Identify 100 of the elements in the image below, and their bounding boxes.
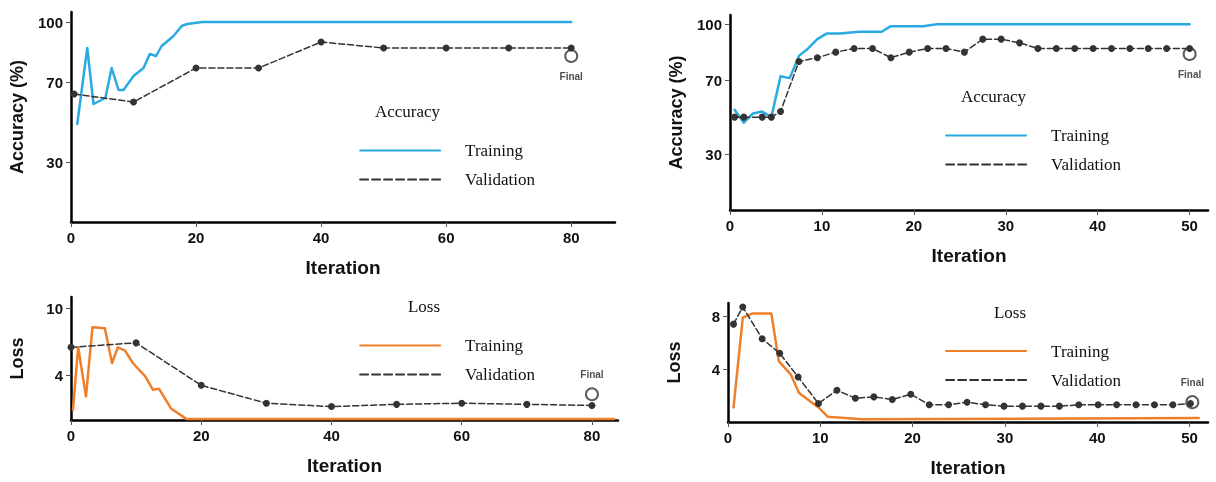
point: [776, 349, 784, 357]
x-axis-title: Iteration: [307, 455, 382, 476]
y-tick-label: 70: [705, 71, 722, 89]
point: [1075, 401, 1083, 409]
annotation: Final: [1177, 68, 1202, 80]
point: [979, 35, 987, 43]
point: [1071, 44, 1079, 52]
point: [1186, 44, 1194, 52]
legend-label: Validation: [1051, 155, 1122, 174]
x-tick-label: 10: [813, 217, 831, 234]
x-tick-label: 50: [1181, 217, 1198, 234]
x-axis-title: Iteration: [305, 257, 381, 278]
x-tick-label: 60: [437, 229, 455, 246]
x-tick-label: 30: [997, 217, 1015, 234]
x-tick-label: 40: [1088, 429, 1106, 446]
point: [255, 64, 263, 72]
x-tick-label: 30: [996, 429, 1014, 446]
y-tick-label: 8: [711, 307, 720, 325]
x-tick-label: 50: [1181, 429, 1198, 446]
point: [1163, 44, 1171, 52]
legend-title: Accuracy: [960, 87, 1027, 106]
point: [1150, 401, 1158, 409]
legend-label: Training: [1051, 341, 1110, 361]
x-tick-label: 20: [187, 229, 205, 246]
point: [982, 401, 990, 409]
point: [1126, 44, 1134, 52]
x-tick-label: 40: [323, 427, 340, 444]
point: [442, 44, 450, 52]
legend-label: Training: [465, 141, 524, 160]
legend-label: Validation: [1051, 370, 1122, 390]
point: [730, 320, 738, 328]
annotation: Final: [559, 70, 584, 82]
point: [907, 390, 915, 398]
point: [795, 57, 803, 65]
point: [868, 44, 876, 52]
y-axis-title: Accuracy (%): [666, 55, 686, 170]
point: [130, 98, 138, 106]
point: [67, 343, 75, 351]
point: [505, 44, 513, 52]
point: [458, 399, 466, 407]
x-tick-label: 20: [905, 217, 923, 234]
point: [960, 48, 968, 56]
point: [740, 113, 748, 121]
point: [1169, 401, 1177, 409]
point: [1094, 401, 1102, 409]
legend-label: Validation: [465, 170, 536, 189]
y-tick-label: 30: [46, 153, 63, 171]
point: [1113, 401, 1121, 409]
point: [942, 44, 950, 52]
y-tick-label: 70: [46, 73, 63, 91]
point: [1144, 44, 1152, 52]
point: [758, 113, 766, 121]
point: [925, 401, 933, 409]
point: [132, 339, 140, 347]
point: [1016, 39, 1024, 47]
y-tick-label: 4: [54, 366, 64, 384]
point: [1132, 401, 1140, 409]
x-axis-title: Iteration: [931, 245, 1007, 266]
point: [870, 393, 878, 401]
annotation: Final: [1180, 376, 1205, 388]
y-tick-label: 10: [46, 299, 63, 317]
point: [963, 398, 971, 406]
point: [1052, 44, 1060, 52]
point: [1107, 44, 1115, 52]
x-tick-label: 60: [453, 427, 471, 444]
x-tick-label: 20: [192, 427, 210, 444]
point: [997, 35, 1005, 43]
annotation: Final: [580, 368, 604, 380]
point: [905, 48, 913, 56]
point: [888, 396, 896, 404]
point: [767, 113, 775, 121]
point: [393, 400, 401, 408]
point: [1055, 402, 1063, 410]
point: [832, 48, 840, 56]
point: [1037, 402, 1045, 410]
point: [851, 394, 859, 402]
y-axis-title: Accuracy (%): [7, 59, 27, 175]
y-tick-label: 30: [705, 145, 722, 163]
legend-label: Training: [465, 336, 524, 355]
point: [1018, 402, 1026, 410]
point: [833, 386, 841, 394]
x-tick-label: 0: [66, 427, 76, 444]
point: [523, 400, 531, 408]
point: [945, 401, 953, 409]
x-tick-label: 40: [312, 229, 330, 246]
y-tick-label: 100: [37, 13, 63, 31]
point: [813, 54, 821, 62]
point: [567, 44, 575, 52]
point: [739, 303, 747, 311]
x-tick-label: 80: [583, 427, 601, 444]
y-axis-title: Loss: [664, 341, 684, 384]
x-tick-label: 80: [562, 229, 580, 246]
point: [262, 399, 270, 407]
point: [731, 113, 739, 121]
y-tick-label: 100: [696, 15, 722, 33]
x-tick-label: 0: [723, 429, 733, 446]
x-tick-label: 0: [725, 217, 735, 234]
legend-title: Loss: [407, 297, 441, 316]
point: [887, 54, 895, 62]
point: [197, 381, 205, 389]
